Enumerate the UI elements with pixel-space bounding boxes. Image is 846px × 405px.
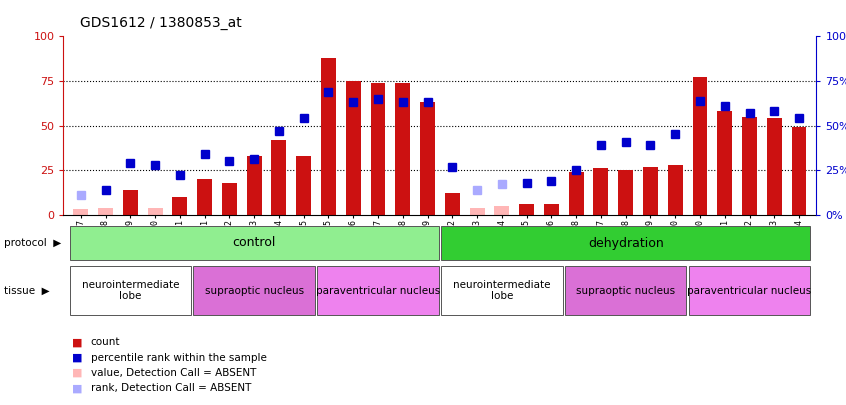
Text: ■: ■	[72, 353, 82, 362]
Bar	[272, 140, 286, 215]
Text: value, Detection Call = ABSENT: value, Detection Call = ABSENT	[91, 368, 255, 378]
Text: rank, Detection Call = ABSENT: rank, Detection Call = ABSENT	[91, 384, 251, 393]
Bar	[792, 127, 806, 215]
Bar	[441, 266, 563, 315]
Bar	[470, 207, 485, 215]
Bar	[173, 197, 187, 215]
Text: count: count	[91, 337, 120, 347]
Text: supraoptic nucleus: supraoptic nucleus	[576, 286, 675, 296]
Bar	[766, 118, 782, 215]
Text: ■: ■	[72, 384, 82, 393]
Text: ■: ■	[72, 337, 82, 347]
Text: percentile rank within the sample: percentile rank within the sample	[91, 353, 266, 362]
Text: paraventricular nucleus: paraventricular nucleus	[316, 286, 440, 296]
Text: ■: ■	[72, 368, 82, 378]
Bar	[742, 117, 757, 215]
Text: paraventricular nucleus: paraventricular nucleus	[688, 286, 811, 296]
Bar	[98, 207, 113, 215]
Bar	[296, 156, 311, 215]
Bar	[194, 266, 315, 315]
Bar	[148, 207, 162, 215]
Bar	[123, 190, 138, 215]
Bar	[519, 204, 534, 215]
Text: control: control	[233, 237, 276, 249]
Bar	[74, 209, 88, 215]
Text: neurointermediate
lobe: neurointermediate lobe	[453, 280, 551, 301]
Bar	[395, 83, 410, 215]
Bar	[618, 170, 633, 215]
Bar	[371, 83, 386, 215]
Bar	[689, 266, 810, 315]
Text: tissue  ▶: tissue ▶	[4, 286, 50, 296]
Bar	[247, 156, 261, 215]
Bar	[197, 179, 212, 215]
Bar	[441, 226, 810, 260]
Bar	[667, 165, 683, 215]
Bar	[565, 266, 686, 315]
Bar	[346, 81, 360, 215]
Text: dehydration: dehydration	[588, 237, 663, 249]
Bar	[317, 266, 439, 315]
Bar	[693, 77, 707, 215]
Bar	[643, 166, 658, 215]
Bar	[494, 206, 509, 215]
Text: neurointermediate
lobe: neurointermediate lobe	[81, 280, 179, 301]
Text: protocol  ▶: protocol ▶	[4, 238, 62, 248]
Bar	[222, 183, 237, 215]
Bar	[69, 226, 439, 260]
Bar	[717, 111, 732, 215]
Text: supraoptic nucleus: supraoptic nucleus	[205, 286, 304, 296]
Bar	[445, 193, 459, 215]
Bar	[569, 172, 584, 215]
Bar	[420, 102, 435, 215]
Bar	[321, 58, 336, 215]
Text: GDS1612 / 1380853_at: GDS1612 / 1380853_at	[80, 16, 242, 30]
Bar	[544, 204, 559, 215]
Bar	[594, 168, 608, 215]
Bar	[69, 266, 191, 315]
